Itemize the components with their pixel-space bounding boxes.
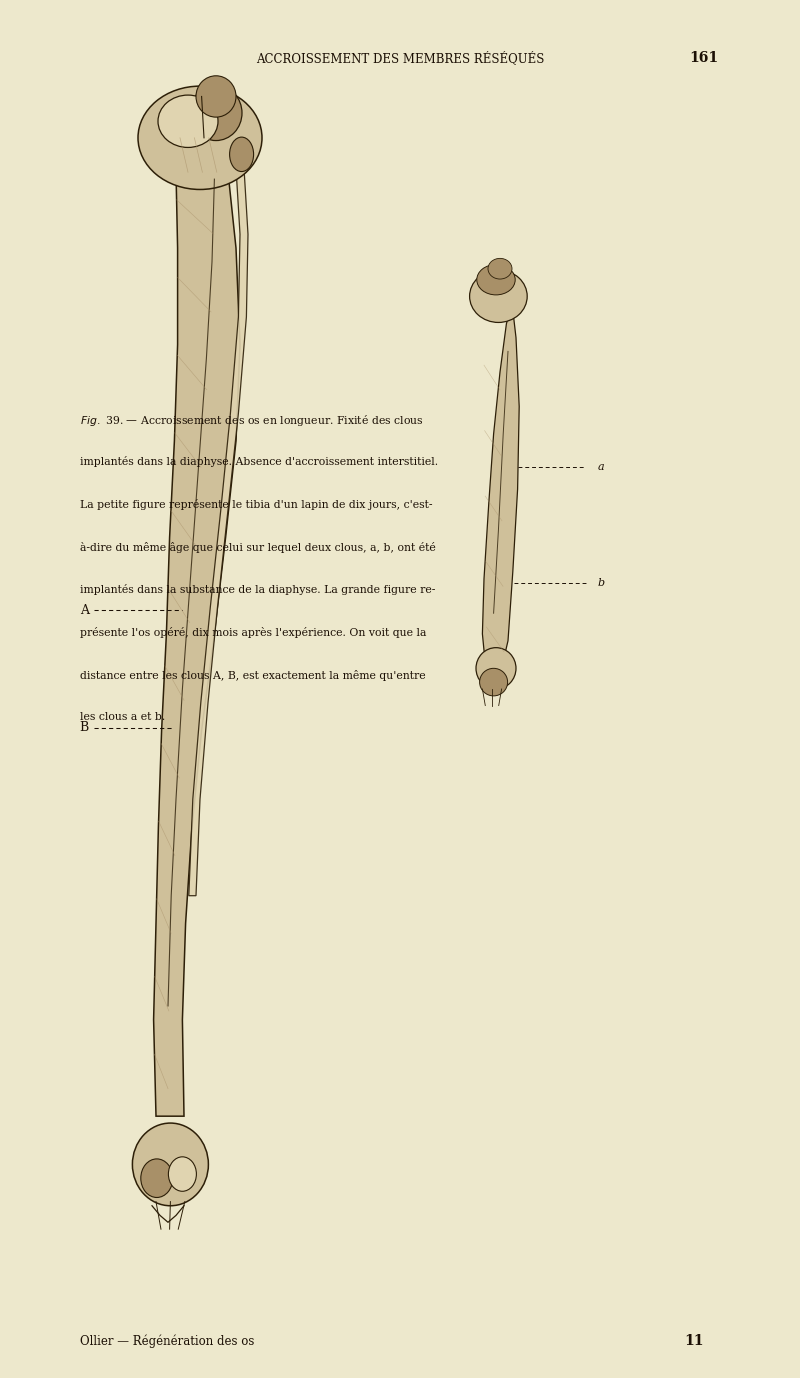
Text: A: A [80,604,89,617]
Text: a: a [598,462,604,473]
Ellipse shape [230,138,254,171]
Ellipse shape [196,76,236,117]
Ellipse shape [169,1158,197,1191]
Text: Ollier — Régénération des os: Ollier — Régénération des os [80,1334,254,1348]
Ellipse shape [190,85,242,141]
Polygon shape [189,168,248,896]
Text: les clous a et b.: les clous a et b. [80,712,166,722]
Text: B: B [79,721,89,734]
Text: 11: 11 [685,1334,704,1348]
Ellipse shape [488,259,512,278]
Ellipse shape [141,1159,173,1197]
Polygon shape [482,303,519,672]
Ellipse shape [476,648,516,689]
Ellipse shape [477,265,515,295]
Text: implantés dans la diaphyse. Absence d'accroissement interstitiel.: implantés dans la diaphyse. Absence d'ac… [80,456,438,467]
Text: b: b [598,577,605,588]
Polygon shape [154,172,240,1116]
Ellipse shape [479,668,508,696]
Text: implantés dans la substance de la diaphyse. La grande figure re-: implantés dans la substance de la diaphy… [80,584,435,595]
Text: 161: 161 [690,51,718,65]
Ellipse shape [133,1123,208,1206]
Text: présente l'os opéré, dix mois après l'expérience. On voit que la: présente l'os opéré, dix mois après l'ex… [80,627,426,638]
Text: à-dire du même âge que celui sur lequel deux clous, a, b, ont été: à-dire du même âge que celui sur lequel … [80,542,436,553]
Text: ACCROISSEMENT DES MEMBRES RÉSÉQUÉS: ACCROISSEMENT DES MEMBRES RÉSÉQUÉS [256,51,544,65]
Text: La petite figure représente le tibia d'un lapin de dix jours, c'est-: La petite figure représente le tibia d'u… [80,499,433,510]
Ellipse shape [138,85,262,189]
Ellipse shape [158,95,218,147]
Text: distance entre les clous A, B, est exactement la même qu'entre: distance entre les clous A, B, est exact… [80,670,426,681]
Ellipse shape [470,270,527,322]
Text: $\mathit{Fig.}$ 39. — Accroissement des os en longueur. Fixité des clous: $\mathit{Fig.}$ 39. — Accroissement des … [80,413,424,429]
